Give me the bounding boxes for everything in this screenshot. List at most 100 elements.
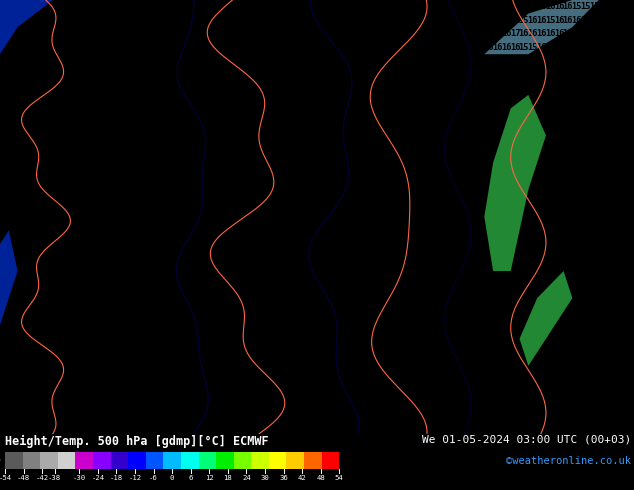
Text: 18: 18 — [387, 56, 397, 66]
Text: 16: 16 — [580, 124, 591, 133]
Text: 16: 16 — [527, 29, 538, 38]
Text: 19: 19 — [193, 341, 204, 350]
Text: 21: 21 — [25, 124, 36, 133]
Text: 18: 18 — [228, 273, 238, 282]
Text: 15: 15 — [536, 287, 547, 296]
Text: 20: 20 — [96, 29, 107, 38]
Text: 20: 20 — [175, 29, 186, 38]
Text: 19: 19 — [167, 382, 177, 391]
Text: 15: 15 — [571, 287, 582, 296]
Text: 16: 16 — [484, 260, 494, 269]
Text: 20: 20 — [167, 246, 177, 255]
Text: 15: 15 — [492, 287, 503, 296]
Text: 20: 20 — [79, 327, 89, 337]
Text: 21: 21 — [34, 273, 45, 282]
Text: 17: 17 — [378, 368, 388, 377]
Text: 20: 20 — [158, 84, 168, 93]
Text: 19: 19 — [158, 368, 168, 377]
Text: 17: 17 — [413, 422, 424, 431]
Text: 16: 16 — [484, 151, 494, 160]
Text: 21: 21 — [34, 422, 45, 431]
Text: 21: 21 — [16, 246, 27, 255]
Text: 18: 18 — [307, 409, 318, 418]
Text: 18: 18 — [316, 2, 327, 11]
Text: 20: 20 — [149, 124, 159, 133]
Text: 21: 21 — [25, 341, 36, 350]
Text: 17: 17 — [360, 84, 371, 93]
Text: 19: 19 — [246, 43, 256, 52]
Text: 16: 16 — [492, 165, 503, 174]
Text: 19: 19 — [202, 97, 212, 106]
Text: 17: 17 — [369, 382, 380, 391]
Text: 15: 15 — [598, 97, 609, 106]
Text: 18: 18 — [404, 2, 415, 11]
Text: 19: 19 — [210, 233, 221, 242]
Text: 20: 20 — [149, 70, 159, 79]
Text: 20: 20 — [96, 287, 107, 296]
Text: 19: 19 — [228, 138, 238, 147]
Text: 20: 20 — [131, 111, 142, 120]
Text: 15: 15 — [571, 56, 582, 66]
Text: 21: 21 — [0, 409, 10, 418]
Text: 20: 20 — [167, 29, 177, 38]
Bar — [181, 452, 198, 468]
Text: 19: 19 — [237, 382, 247, 391]
Text: 19: 19 — [325, 29, 335, 38]
Text: 22: 22 — [16, 29, 27, 38]
Text: 17: 17 — [413, 192, 424, 201]
Text: 20: 20 — [70, 111, 80, 120]
Text: 17: 17 — [351, 395, 362, 404]
Text: 17: 17 — [378, 43, 388, 52]
Text: 20: 20 — [113, 355, 124, 364]
Text: 21: 21 — [16, 273, 27, 282]
Text: 19: 19 — [263, 2, 274, 11]
Text: 16: 16 — [527, 260, 538, 269]
Text: 16: 16 — [492, 233, 503, 242]
Text: 16: 16 — [439, 422, 450, 431]
Text: 15: 15 — [624, 219, 634, 228]
Text: 16: 16 — [448, 97, 459, 106]
Text: 15: 15 — [580, 43, 591, 52]
Text: 17: 17 — [396, 124, 406, 133]
Text: 16: 16 — [519, 2, 529, 11]
Text: 16: 16 — [475, 205, 485, 215]
Text: 17: 17 — [422, 43, 432, 52]
Text: 18: 18 — [246, 395, 256, 404]
Text: 18: 18 — [351, 151, 362, 160]
Text: 22: 22 — [52, 165, 63, 174]
Text: 18: 18 — [281, 219, 292, 228]
Text: 20: 20 — [202, 138, 212, 147]
Text: 17: 17 — [413, 84, 424, 93]
Text: 15: 15 — [545, 287, 555, 296]
Text: 15: 15 — [607, 151, 618, 160]
Text: 19: 19 — [219, 151, 230, 160]
Text: 21: 21 — [52, 368, 63, 377]
Text: 19: 19 — [202, 111, 212, 120]
Text: 15: 15 — [571, 409, 582, 418]
Text: 16: 16 — [413, 151, 424, 160]
Text: 21: 21 — [43, 300, 54, 309]
Text: 17: 17 — [378, 341, 388, 350]
Text: 16: 16 — [457, 205, 467, 215]
Text: 19: 19 — [246, 233, 256, 242]
Text: 19: 19 — [219, 300, 230, 309]
Text: 18: 18 — [272, 2, 283, 11]
Text: 20: 20 — [113, 314, 124, 323]
Text: 18: 18 — [237, 300, 247, 309]
Text: 19: 19 — [202, 233, 212, 242]
Text: 17: 17 — [457, 70, 467, 79]
Text: 15: 15 — [527, 327, 538, 337]
Text: 17: 17 — [404, 341, 415, 350]
Text: 15: 15 — [501, 314, 512, 323]
Text: 21: 21 — [43, 219, 54, 228]
Text: 17: 17 — [396, 151, 406, 160]
Text: 20: 20 — [149, 300, 159, 309]
Text: 20: 20 — [105, 273, 115, 282]
Text: 18: 18 — [378, 124, 388, 133]
Text: 17: 17 — [396, 43, 406, 52]
Text: 16: 16 — [457, 273, 467, 282]
Text: 18: 18 — [378, 233, 388, 242]
Text: 19: 19 — [175, 219, 186, 228]
Text: 17: 17 — [422, 56, 432, 66]
Text: 16: 16 — [448, 327, 459, 337]
